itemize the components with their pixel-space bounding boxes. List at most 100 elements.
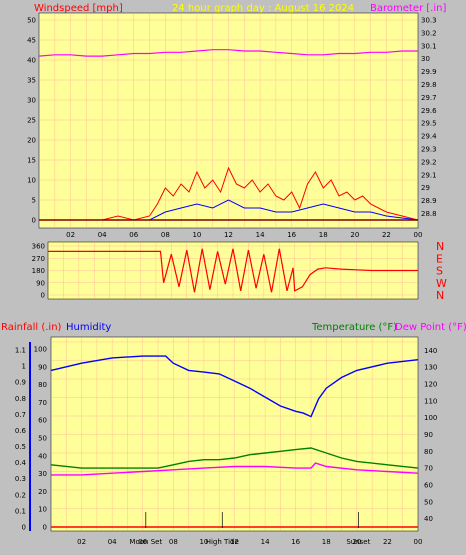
- chart2-compass-label: S: [436, 265, 443, 278]
- chart3-right-tick: 50: [424, 498, 433, 506]
- chart1-right-tick: 30: [421, 55, 430, 63]
- chart3-ticks: 0 0.1 0.2 0.3 0.4 0.5 0.6 0.7 0.8 0.9 1 1.1 0 10 20 30 4…: [15, 342, 437, 546]
- chart3-series-1: [50, 447, 419, 469]
- chart1-right-tick: 29.8: [421, 81, 437, 89]
- chart1-x-tick: 20: [350, 231, 359, 239]
- chart1-x-tick: 06: [129, 231, 138, 239]
- chart3-right-tick: 40: [424, 515, 433, 523]
- chart3-rain-tick: 0.1: [15, 507, 26, 515]
- chart1-left-tick: 35: [27, 77, 36, 85]
- chart2-left-tick: 0: [41, 292, 45, 300]
- chart1-x-tick: 12: [224, 231, 233, 239]
- chart3-rain-tick: 0.7: [15, 411, 26, 419]
- chart1-series: [38, 49, 419, 221]
- chart1-left-tick: 25: [27, 117, 36, 125]
- chart3-humidity-tick: 10: [38, 506, 47, 514]
- chart1-left-tick: 45: [27, 37, 36, 45]
- chart3-series: [50, 355, 419, 528]
- chart1-x-tick: 16: [287, 231, 296, 239]
- chart3-rain-tick: 0.6: [15, 427, 27, 435]
- chart1-right-tick: 29.2: [421, 158, 437, 166]
- chart2-grid: [48, 242, 418, 299]
- chart3-event-label: Sunset: [346, 538, 370, 546]
- chart2-left-tick: 360: [32, 243, 45, 251]
- chart3-humidity-tick: 20: [38, 488, 47, 496]
- chart3-right-tick: 120: [424, 381, 437, 389]
- chart3-rain-tick: 0.9: [15, 379, 26, 387]
- chart1-right-tick: 30.3: [421, 17, 437, 25]
- chart1-right-tick: 28.9: [421, 197, 437, 205]
- chart1-left-tick: 40: [27, 57, 36, 65]
- chart1-right-tick: 29.1: [421, 171, 437, 179]
- chart3-humidity-tick: 50: [38, 435, 47, 443]
- chart3-rain-tick: 0: [22, 524, 26, 532]
- chart3-humidity-tick: 100: [34, 346, 47, 354]
- chart3-event-label: Moon Set: [129, 538, 162, 546]
- chart1-right-tick: 29.3: [421, 146, 437, 154]
- chart2-compass-label: N: [436, 289, 444, 302]
- chart3-rain-tick: 0.2: [15, 491, 26, 499]
- chart1-x-tick: 18: [319, 231, 328, 239]
- chart1-left-axis-label: Windspeed [mph]: [34, 3, 123, 14]
- chart1-x-tick: 00: [414, 231, 423, 239]
- chart1-x-tick: 02: [66, 231, 75, 239]
- chart3-rain-tick: 0.4: [15, 459, 27, 467]
- chart3-right-tick: 80: [424, 448, 433, 456]
- chart3-temperature-label: Temperature (°F): [311, 322, 397, 333]
- chart3-rain-tick: 1: [22, 363, 26, 371]
- chart3-x-tick: 06: [138, 538, 147, 546]
- chart3-right-tick: 130: [424, 364, 437, 372]
- chart1-series-2: [39, 199, 419, 221]
- chart1-left-tick: 10: [27, 177, 36, 185]
- chart3-rain-tick: 0.3: [15, 475, 26, 483]
- chart3-x-tick: 04: [108, 538, 117, 546]
- chart3-humidity-tick: 0: [43, 524, 47, 532]
- chart1-x-tick: 22: [382, 231, 391, 239]
- chart3-right-tick: 100: [424, 414, 437, 422]
- chart3-x-tick: 02: [77, 538, 86, 546]
- chart3-rainfall-label: Rainfall (.in): [1, 322, 62, 333]
- chart3-right-tick: 140: [424, 347, 437, 355]
- chart2-compass-label: W: [436, 277, 447, 290]
- chart3-right-tick: 90: [424, 431, 433, 439]
- chart3-right-tick: 70: [424, 465, 433, 473]
- chart2-compass-label: N: [436, 240, 444, 253]
- chart3-dewpoint-label: Dew Point (°F): [395, 322, 466, 333]
- chart1-right-tick: 30.1: [421, 42, 437, 50]
- chart1-right-tick: 30.2: [421, 29, 437, 37]
- chart1-x-tick: 14: [256, 231, 265, 239]
- chart3-x-tick: 08: [169, 538, 178, 546]
- chart3-series-2: [51, 462, 419, 476]
- chart1-x-tick: 10: [192, 231, 201, 239]
- chart3-humidity-tick: 80: [38, 381, 47, 389]
- chart1-x-tick: 08: [161, 231, 170, 239]
- chart1-right-tick: 29.9: [421, 68, 437, 76]
- chart1-x-tick: 04: [98, 231, 107, 239]
- chart1-right-tick: 29.5: [421, 120, 437, 128]
- chart2-series-0: [48, 248, 418, 293]
- chart3-x-tick: 12: [230, 538, 239, 546]
- chart1-left-tick: 5: [32, 197, 36, 205]
- chart1-left-tick: 30: [27, 97, 36, 105]
- chart3-humidity-label: Humidity: [66, 322, 111, 333]
- chart1-left-tick: 20: [27, 137, 36, 145]
- chart3-x-tick: 20: [352, 538, 361, 546]
- chart3-event-label: High Tide: [206, 538, 239, 546]
- chart1-right-tick: 29.4: [421, 133, 437, 141]
- chart3-humidity-tick: 40: [38, 452, 47, 460]
- chart3-right-tick: 60: [424, 481, 433, 489]
- chart1-series-0: [38, 49, 418, 57]
- chart3-humidity-tick: 30: [38, 470, 47, 478]
- chart3-rain-tick: 0.5: [15, 443, 26, 451]
- chart3-right-tick: 110: [424, 397, 437, 405]
- chart2-series: [48, 248, 418, 293]
- chart3-rain-tick: 1.1: [15, 347, 26, 355]
- chart3-x-tick: 16: [291, 538, 300, 546]
- chart3-x-tick: 10: [199, 538, 208, 546]
- chart3-humidity-tick: 90: [38, 363, 47, 371]
- chart3-x-tick: 18: [322, 538, 331, 546]
- chart3-x-tick: 22: [383, 538, 392, 546]
- chart2-left-tick: 180: [32, 267, 45, 275]
- chart3-x-tick: 00: [414, 538, 423, 546]
